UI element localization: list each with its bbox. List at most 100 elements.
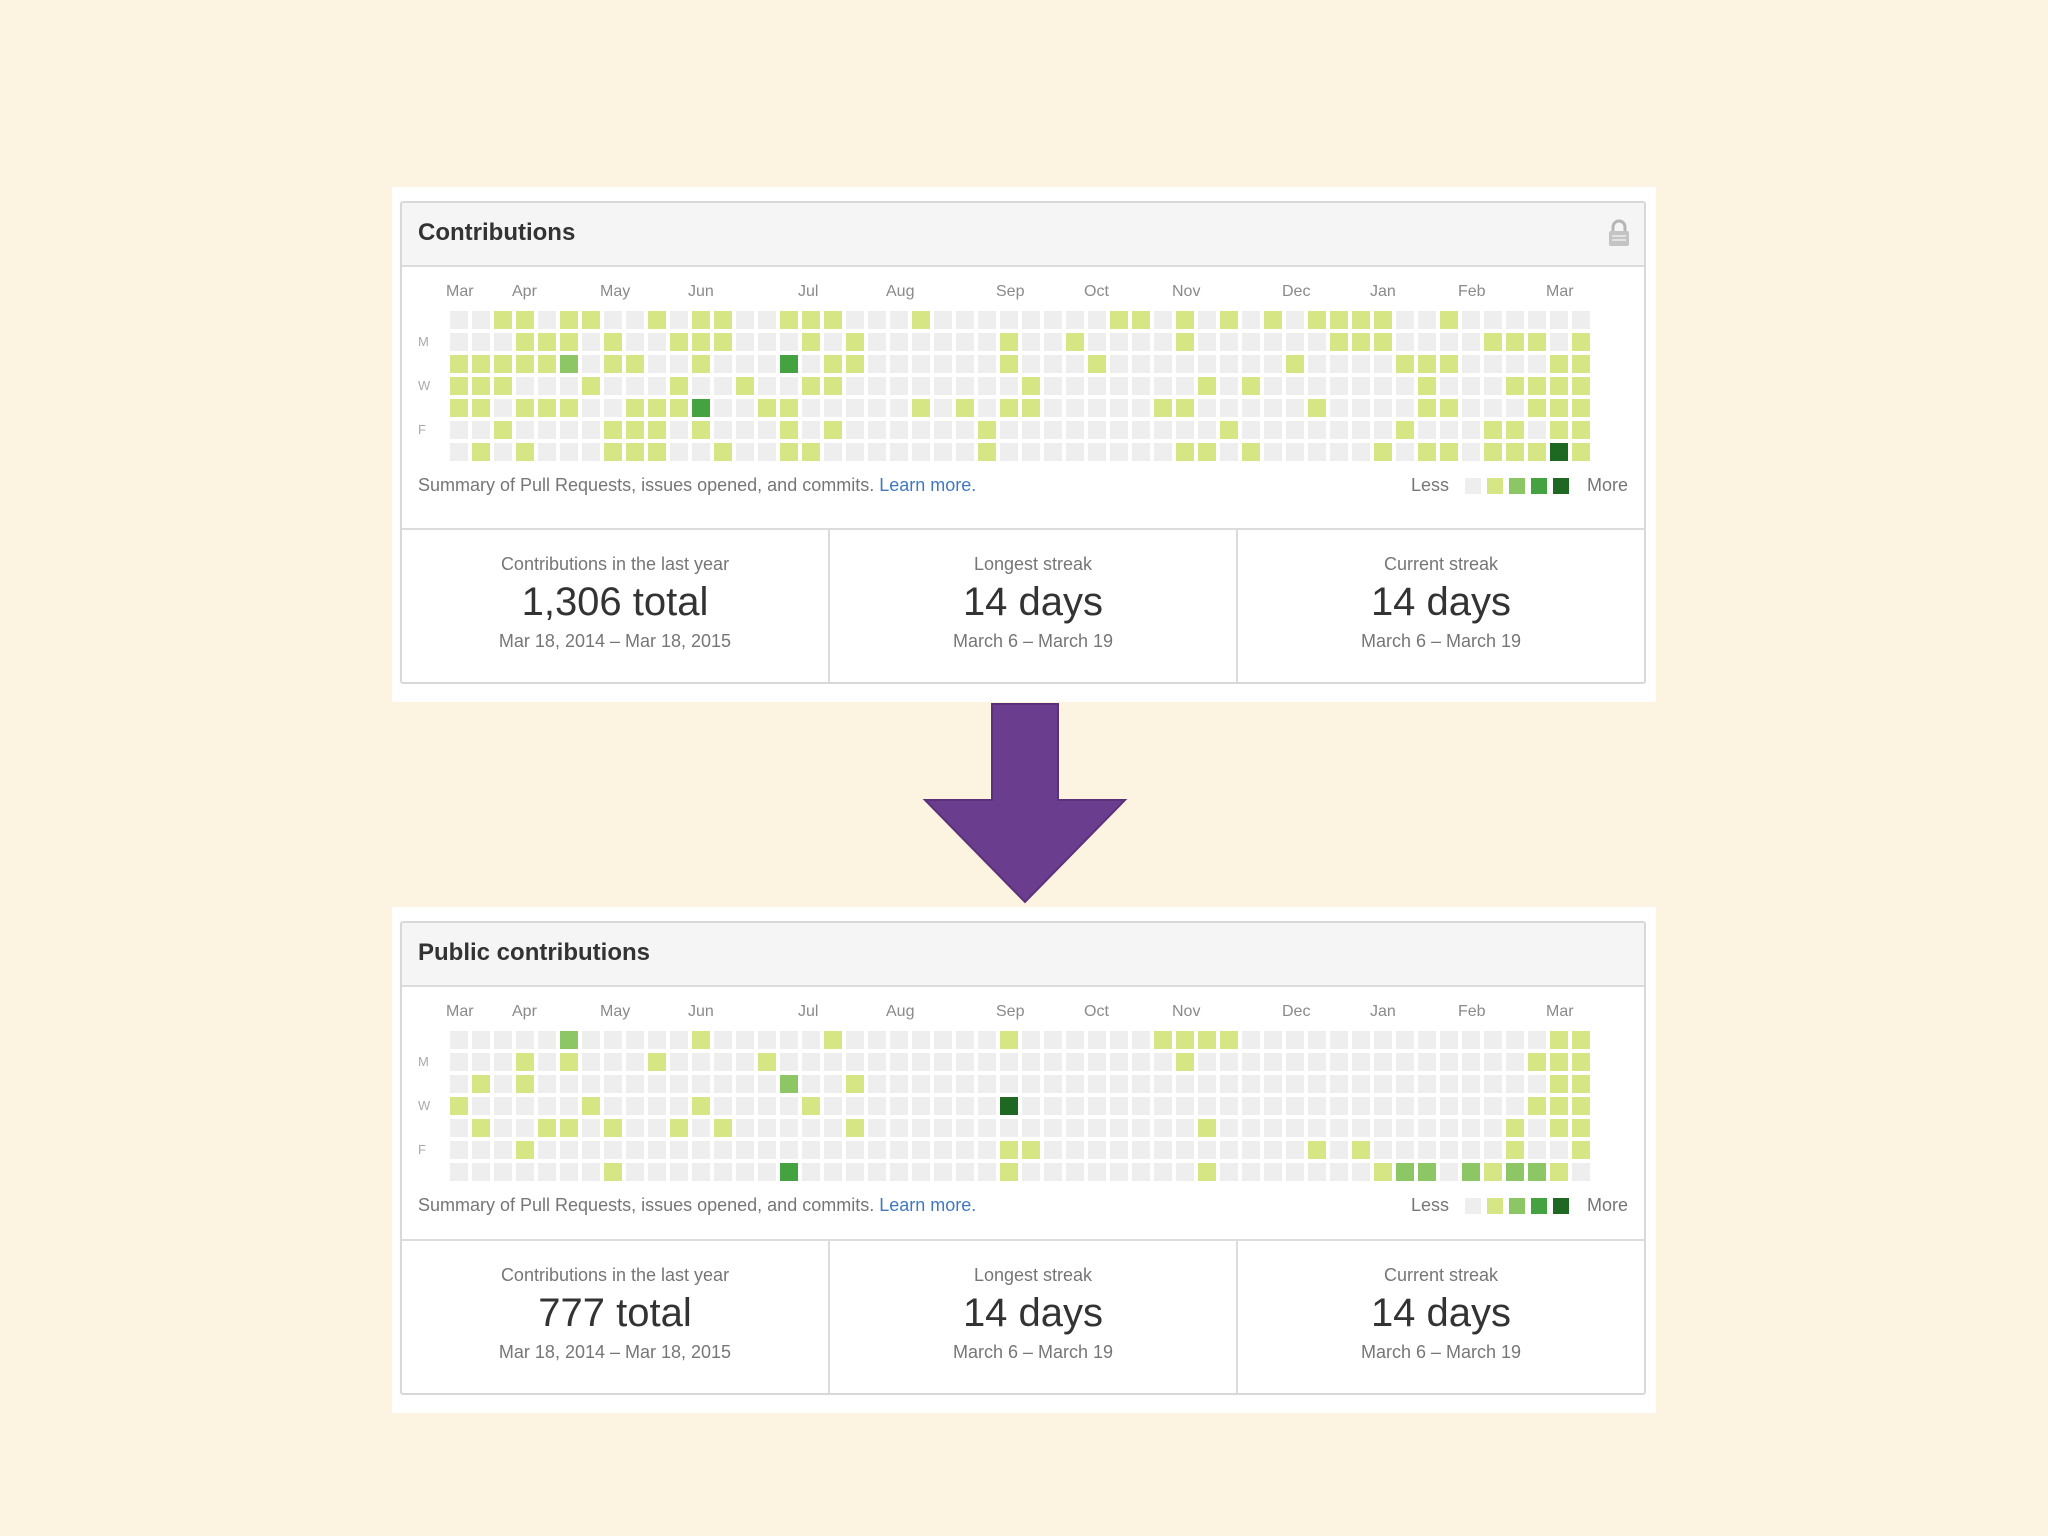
contribution-day-cell[interactable] bbox=[1572, 333, 1590, 351]
contribution-day-cell[interactable] bbox=[1022, 1141, 1040, 1159]
contribution-day-cell[interactable] bbox=[868, 377, 886, 395]
contribution-day-cell[interactable] bbox=[714, 1097, 732, 1115]
contribution-day-cell[interactable] bbox=[1440, 311, 1458, 329]
contribution-day-cell[interactable] bbox=[890, 1053, 908, 1071]
contribution-day-cell[interactable] bbox=[912, 443, 930, 461]
contribution-day-cell[interactable] bbox=[516, 377, 534, 395]
contribution-day-cell[interactable] bbox=[714, 1031, 732, 1049]
contribution-day-cell[interactable] bbox=[1506, 355, 1524, 373]
contribution-day-cell[interactable] bbox=[1088, 1141, 1106, 1159]
contribution-day-cell[interactable] bbox=[1484, 399, 1502, 417]
contribution-day-cell[interactable] bbox=[1088, 377, 1106, 395]
contribution-day-cell[interactable] bbox=[846, 377, 864, 395]
contribution-day-cell[interactable] bbox=[1242, 355, 1260, 373]
contribution-day-cell[interactable] bbox=[1572, 1075, 1590, 1093]
contribution-day-cell[interactable] bbox=[626, 1141, 644, 1159]
contribution-day-cell[interactable] bbox=[758, 1031, 776, 1049]
contribution-day-cell[interactable] bbox=[604, 1075, 622, 1093]
contribution-day-cell[interactable] bbox=[670, 377, 688, 395]
contribution-day-cell[interactable] bbox=[1462, 333, 1480, 351]
contribution-day-cell[interactable] bbox=[1132, 399, 1150, 417]
contribution-day-cell[interactable] bbox=[1484, 1075, 1502, 1093]
contribution-day-cell[interactable] bbox=[1506, 399, 1524, 417]
contribution-day-cell[interactable] bbox=[758, 1141, 776, 1159]
contribution-day-cell[interactable] bbox=[670, 1163, 688, 1181]
contribution-day-cell[interactable] bbox=[736, 421, 754, 439]
contribution-day-cell[interactable] bbox=[1220, 311, 1238, 329]
contribution-day-cell[interactable] bbox=[1352, 1053, 1370, 1071]
contribution-day-cell[interactable] bbox=[1462, 1053, 1480, 1071]
contribution-day-cell[interactable] bbox=[1176, 1163, 1194, 1181]
contribution-day-cell[interactable] bbox=[912, 1163, 930, 1181]
contribution-day-cell[interactable] bbox=[824, 1031, 842, 1049]
contribution-day-cell[interactable] bbox=[604, 1119, 622, 1137]
contribution-day-cell[interactable] bbox=[1506, 1031, 1524, 1049]
contribution-day-cell[interactable] bbox=[604, 399, 622, 417]
contribution-day-cell[interactable] bbox=[1242, 399, 1260, 417]
contribution-day-cell[interactable] bbox=[956, 377, 974, 395]
contribution-day-cell[interactable] bbox=[868, 399, 886, 417]
contribution-day-cell[interactable] bbox=[450, 421, 468, 439]
contribution-day-cell[interactable] bbox=[1374, 355, 1392, 373]
contribution-day-cell[interactable] bbox=[1484, 1031, 1502, 1049]
contribution-day-cell[interactable] bbox=[560, 377, 578, 395]
contribution-day-cell[interactable] bbox=[1264, 333, 1282, 351]
contribution-day-cell[interactable] bbox=[1198, 1075, 1216, 1093]
contribution-day-cell[interactable] bbox=[1044, 311, 1062, 329]
contribution-day-cell[interactable] bbox=[934, 355, 952, 373]
contribution-day-cell[interactable] bbox=[1418, 311, 1436, 329]
contribution-day-cell[interactable] bbox=[1308, 1141, 1326, 1159]
contribution-day-cell[interactable] bbox=[1484, 1141, 1502, 1159]
contribution-day-cell[interactable] bbox=[1264, 1097, 1282, 1115]
contribution-day-cell[interactable] bbox=[1264, 377, 1282, 395]
contribution-day-cell[interactable] bbox=[604, 443, 622, 461]
contribution-day-cell[interactable] bbox=[1044, 1031, 1062, 1049]
contribution-day-cell[interactable] bbox=[1088, 1097, 1106, 1115]
contribution-day-cell[interactable] bbox=[1286, 1119, 1304, 1137]
contribution-day-cell[interactable] bbox=[1022, 1163, 1040, 1181]
contribution-day-cell[interactable] bbox=[736, 1163, 754, 1181]
contribution-day-cell[interactable] bbox=[648, 1119, 666, 1137]
contribution-day-cell[interactable] bbox=[802, 1097, 820, 1115]
contribution-day-cell[interactable] bbox=[1374, 1031, 1392, 1049]
contribution-day-cell[interactable] bbox=[802, 377, 820, 395]
contribution-day-cell[interactable] bbox=[780, 311, 798, 329]
contribution-day-cell[interactable] bbox=[1000, 421, 1018, 439]
contribution-day-cell[interactable] bbox=[1154, 1163, 1172, 1181]
contribution-day-cell[interactable] bbox=[1286, 1141, 1304, 1159]
contribution-day-cell[interactable] bbox=[1286, 443, 1304, 461]
contribution-day-cell[interactable] bbox=[846, 333, 864, 351]
contribution-day-cell[interactable] bbox=[450, 1141, 468, 1159]
contribution-day-cell[interactable] bbox=[1088, 311, 1106, 329]
contribution-day-cell[interactable] bbox=[1396, 421, 1414, 439]
contribution-day-cell[interactable] bbox=[1396, 355, 1414, 373]
contribution-day-cell[interactable] bbox=[1550, 311, 1568, 329]
contribution-day-cell[interactable] bbox=[868, 311, 886, 329]
contribution-day-cell[interactable] bbox=[516, 1163, 534, 1181]
contribution-day-cell[interactable] bbox=[1352, 377, 1370, 395]
contribution-day-cell[interactable] bbox=[1352, 1031, 1370, 1049]
contribution-day-cell[interactable] bbox=[626, 1053, 644, 1071]
contribution-day-cell[interactable] bbox=[1154, 1075, 1172, 1093]
contribution-day-cell[interactable] bbox=[1352, 421, 1370, 439]
contribution-day-cell[interactable] bbox=[472, 333, 490, 351]
contribution-day-cell[interactable] bbox=[780, 421, 798, 439]
contribution-day-cell[interactable] bbox=[1374, 1119, 1392, 1137]
contribution-day-cell[interactable] bbox=[1308, 1053, 1326, 1071]
contribution-day-cell[interactable] bbox=[1484, 1119, 1502, 1137]
contribution-day-cell[interactable] bbox=[714, 355, 732, 373]
contribution-day-cell[interactable] bbox=[1374, 311, 1392, 329]
contribution-day-cell[interactable] bbox=[1330, 1031, 1348, 1049]
contribution-day-cell[interactable] bbox=[538, 1163, 556, 1181]
contribution-day-cell[interactable] bbox=[1396, 311, 1414, 329]
contribution-day-cell[interactable] bbox=[1154, 1097, 1172, 1115]
contribution-day-cell[interactable] bbox=[890, 1031, 908, 1049]
contribution-day-cell[interactable] bbox=[1550, 1097, 1568, 1115]
contribution-day-cell[interactable] bbox=[692, 377, 710, 395]
contribution-day-cell[interactable] bbox=[450, 377, 468, 395]
contribution-day-cell[interactable] bbox=[1286, 1053, 1304, 1071]
contribution-day-cell[interactable] bbox=[1396, 1031, 1414, 1049]
contribution-day-cell[interactable] bbox=[780, 355, 798, 373]
contribution-day-cell[interactable] bbox=[1198, 421, 1216, 439]
contribution-day-cell[interactable] bbox=[1286, 1031, 1304, 1049]
